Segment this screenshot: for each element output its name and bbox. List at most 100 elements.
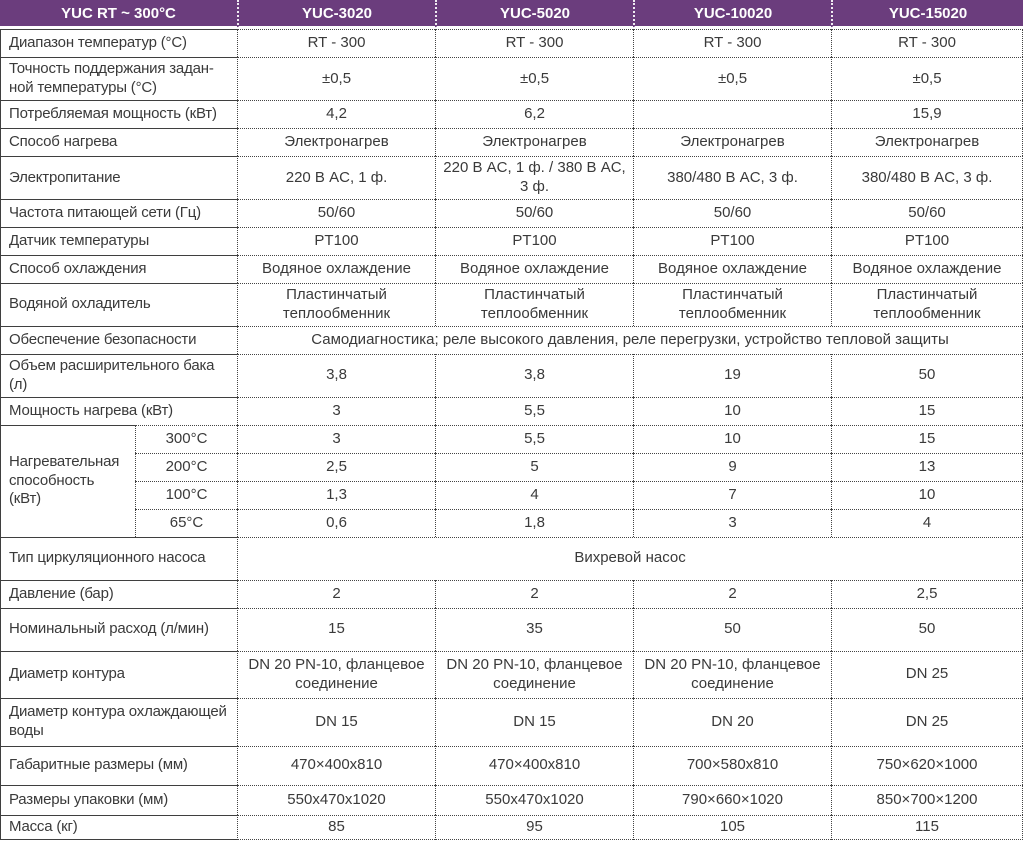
spec-value-span-cell: Вихревой насос <box>237 536 1023 580</box>
spec-value-cell: 15 <box>831 396 1023 425</box>
spec-row-safety: Обеспечение безопасности Самодиагностика… <box>0 325 1023 354</box>
table-corner-header: YUC RT ~ 300°C <box>0 0 238 29</box>
spec-value-cell: 2,5 <box>237 452 436 481</box>
spec-value-cell: 4 <box>831 508 1023 537</box>
spec-value-cell: DN 15 <box>435 697 634 746</box>
spec-value-cell: Пластинчатый теплообменник <box>633 283 832 326</box>
spec-row-label: Способ нагрева <box>0 128 238 156</box>
spec-row-circuit-diameter: Диаметр контура DN 20 PN-10, фланцевое с… <box>0 650 1023 698</box>
spec-subrow-100: 100°C 1,3 4 7 10 <box>0 480 1023 509</box>
spec-value-cell: DN 20 <box>633 697 832 746</box>
spec-value-cell: 470×400x810 <box>435 745 634 785</box>
spec-value-cell: DN 25 <box>831 697 1023 746</box>
spec-row-label: Диаметр контура охлаждающей воды <box>0 697 238 746</box>
spec-value-cell: Электронагрев <box>831 128 1023 156</box>
spec-row-power-consumption: Потребляемая мощность (кВт) 4,2 6,2 15,9 <box>0 100 1023 128</box>
spec-value-cell: 95 <box>435 814 634 840</box>
spec-row-temp-range: Диапазон температур (°C) RT - 300 RT - 3… <box>0 29 1023 57</box>
spec-value-cell: 50 <box>633 607 832 651</box>
spec-value-cell: 50 <box>831 607 1023 651</box>
spec-row-label: Номинальный расход (л/мин) <box>0 607 238 651</box>
spec-row-label: Масса (кг) <box>0 814 238 840</box>
spec-value-cell: 13 <box>831 452 1023 481</box>
spec-value-cell: ±0,5 <box>633 57 832 100</box>
spec-subrow-label: 300°C <box>135 424 238 453</box>
spec-value-cell: 220 В AC, 1 ф. <box>237 156 436 199</box>
spec-row-label: Частота питающей сети (Гц) <box>0 199 238 227</box>
spec-value-span-cell: Самодиагностика; реле высокого давления,… <box>237 325 1023 354</box>
spec-value-cell: ±0,5 <box>237 57 436 100</box>
spec-value-cell: 2,5 <box>831 579 1023 608</box>
spec-row-label: Электропитание <box>0 156 238 199</box>
spec-value-cell: RT - 300 <box>237 29 436 57</box>
spec-row-expansion-tank: Объем расширительного бака (л) 3,8 3,8 1… <box>0 353 1023 397</box>
spec-subrow-200: 200°C 2,5 5 9 13 <box>0 452 1023 481</box>
spec-value-cell: Электронагрев <box>237 128 436 156</box>
spec-value-cell: Электронагрев <box>633 128 832 156</box>
model-header-yuc-5020: YUC-5020 <box>435 0 634 29</box>
spec-value-cell: 7 <box>633 480 832 509</box>
spec-row-water-cooler: Водяной охладитель Пластинчатый теплообм… <box>0 283 1023 326</box>
spec-value-cell: 380/480 В AC, 3 ф. <box>633 156 832 199</box>
spec-value-cell: 1,8 <box>435 508 634 537</box>
model-header-yuc-15020: YUC-15020 <box>831 0 1023 29</box>
spec-value-cell: 0,6 <box>237 508 436 537</box>
spec-row-label: Обеспечение безопасности <box>0 325 238 354</box>
spec-subrow-label: 65°C <box>135 508 238 537</box>
spec-value-cell: 4,2 <box>237 100 436 128</box>
spec-row-pump-type: Тип циркуляционного насоса Вихревой насо… <box>0 536 1023 580</box>
spec-row-temp-sensor: Датчик температуры PT100 PT100 PT100 PT1… <box>0 227 1023 255</box>
spec-value-cell: 10 <box>831 480 1023 509</box>
spec-value-cell: RT - 300 <box>435 29 634 57</box>
spec-subrow-65: 65°C 0,6 1,8 3 4 <box>0 508 1023 537</box>
spec-value-cell: 15,9 <box>831 100 1023 128</box>
spec-row-label: Мощность нагрева (кВт) <box>0 396 238 425</box>
spec-value-cell: 6,2 <box>435 100 634 128</box>
model-header-yuc-3020: YUC-3020 <box>237 0 436 29</box>
spec-value-cell: PT100 <box>237 227 436 255</box>
spec-value-cell: Водяное охлаждение <box>237 255 436 283</box>
spec-row-cooling-water-diameter: Диаметр контура охлаждающей воды DN 15 D… <box>0 697 1023 746</box>
spec-value-cell: 4 <box>435 480 634 509</box>
spec-group-label: Нагревательная способность (кВт) <box>0 424 135 537</box>
spec-value-cell: DN 20 PN-10, фланцевое соединение <box>633 650 832 698</box>
spec-value-cell: Пластинчатый теплообменник <box>831 283 1023 326</box>
spec-value-cell: PT100 <box>831 227 1023 255</box>
spec-value-cell: ±0,5 <box>831 57 1023 100</box>
spec-value-cell: 5,5 <box>435 424 634 453</box>
spec-value-cell: 380/480 В AC, 3 ф. <box>831 156 1023 199</box>
spec-value-cell: DN 15 <box>237 697 436 746</box>
spec-value-cell <box>633 100 832 128</box>
spec-row-pressure: Давление (бар) 2 2 2 2,5 <box>0 579 1023 608</box>
spec-value-cell: Водяное охлаждение <box>831 255 1023 283</box>
spec-row-label: Водяной охладитель <box>0 283 238 326</box>
spec-value-cell: DN 20 PN-10, фланцевое соединение <box>237 650 436 698</box>
spec-value-cell: DN 20 PN-10, фланцевое соединение <box>435 650 634 698</box>
spec-value-cell: 15 <box>237 607 436 651</box>
spec-row-dimensions: Габаритные размеры (мм) 470×400x810 470×… <box>0 745 1023 785</box>
spec-value-cell: Водяное охлаждение <box>435 255 634 283</box>
spec-value-cell: Пластинчатый теплообменник <box>237 283 436 326</box>
spec-value-cell: 50/60 <box>435 199 634 227</box>
spec-value-cell: 1,3 <box>237 480 436 509</box>
spec-value-cell: 3 <box>633 508 832 537</box>
spec-value-cell: 35 <box>435 607 634 651</box>
spec-row-label: Способ охлаждения <box>0 255 238 283</box>
spec-value-cell: 750×620×1000 <box>831 745 1023 785</box>
spec-value-cell: 700×580x810 <box>633 745 832 785</box>
spec-value-cell: 10 <box>633 396 832 425</box>
spec-row-label: Тип циркуляционного насоса <box>0 536 238 580</box>
spec-row-heating-method: Способ нагрева Электронагрев Электронагр… <box>0 128 1023 156</box>
spec-value-cell: 19 <box>633 353 832 397</box>
spec-value-cell: 10 <box>633 424 832 453</box>
spec-value-cell: RT - 300 <box>831 29 1023 57</box>
spec-row-label: Диаметр контура <box>0 650 238 698</box>
spec-row-frequency: Частота питающей сети (Гц) 50/60 50/60 5… <box>0 199 1023 227</box>
spec-value-cell: 115 <box>831 814 1023 840</box>
spec-row-label: Точность поддержания задан-ной температу… <box>0 57 238 100</box>
spec-row-cooling-method: Способ охлаждения Водяное охлаждение Вод… <box>0 255 1023 283</box>
spec-value-cell: 3 <box>237 424 436 453</box>
spec-value-cell: 2 <box>237 579 436 608</box>
spec-value-cell: 850×700×1200 <box>831 784 1023 815</box>
